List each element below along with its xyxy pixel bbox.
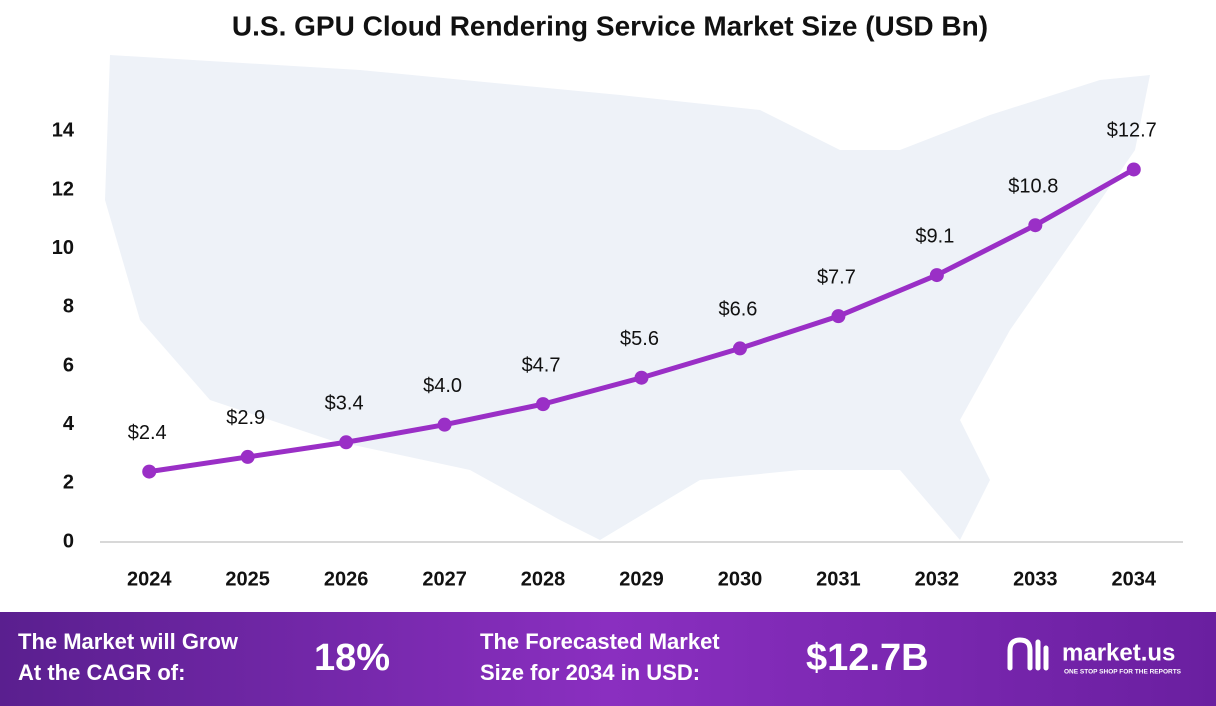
footer-banner	[0, 612, 1216, 706]
point	[1126, 162, 1141, 177]
y-tick-label: 2	[63, 472, 74, 494]
y-tick-label: 10	[52, 237, 74, 259]
forecast-label: The Forecasted Market Size for 2034 in U…	[480, 629, 726, 685]
x-tick-label: 2025	[225, 568, 270, 590]
x-tick-label: 2031	[816, 568, 861, 590]
y-tick-label: 8	[63, 296, 74, 318]
point	[732, 341, 747, 356]
point	[142, 464, 157, 479]
x-tick-label: 2034	[1112, 568, 1157, 590]
data-label: $6.6	[718, 299, 757, 321]
point	[240, 449, 255, 464]
forecast-value: $12.7B	[806, 637, 929, 679]
x-tick-label: 2026	[324, 568, 369, 590]
data-label: $3.4	[325, 393, 364, 415]
x-tick-label: 2032	[915, 568, 960, 590]
data-label: $4.7	[522, 354, 561, 376]
x-tick-label: 2028	[521, 568, 566, 590]
forecast-label-line: The Forecasted Market	[480, 629, 720, 654]
y-tick-label: 14	[52, 120, 75, 142]
data-label: $5.6	[620, 328, 659, 350]
data-label: $10.8	[1008, 175, 1058, 197]
y-tick-label: 6	[63, 354, 74, 376]
brand-tagline: ONE STOP SHOP FOR THE REPORTS	[1064, 669, 1182, 676]
y-tick-label: 4	[63, 413, 75, 435]
point	[1028, 218, 1043, 233]
data-label: $2.9	[226, 407, 265, 429]
point	[536, 397, 551, 412]
cagr-label-line: At the CAGR of:	[18, 660, 185, 685]
brand-name: market.us	[1062, 639, 1175, 666]
data-label: $9.1	[915, 225, 954, 247]
brand-logo	[1007, 637, 1049, 671]
cagr-value: 18%	[314, 637, 390, 679]
data-label: $7.7	[817, 266, 856, 288]
data-label: $12.7	[1107, 120, 1157, 142]
map-background	[105, 55, 1150, 540]
point	[339, 435, 354, 450]
x-tick-label: 2030	[718, 568, 763, 590]
point	[634, 370, 649, 385]
x-tick-label: 2024	[127, 568, 172, 590]
cagr-label: The Market will Grow At the CAGR of:	[18, 629, 244, 685]
point	[437, 417, 452, 432]
data-label: $2.4	[128, 422, 167, 444]
x-tick-label: 2029	[619, 568, 664, 590]
y-tick-label: 12	[52, 178, 74, 200]
point	[929, 268, 944, 283]
point	[831, 309, 846, 324]
cagr-label-line: The Market will Grow	[18, 629, 239, 654]
y-tick-label: 0	[63, 530, 74, 552]
x-tick-label: 2027	[422, 568, 467, 590]
chart-title: U.S. GPU Cloud Rendering Service Market …	[232, 10, 988, 41]
x-tick-label: 2033	[1013, 568, 1058, 590]
forecast-label-line: Size for 2034 in USD:	[480, 660, 700, 685]
data-label: $4.0	[423, 375, 462, 397]
